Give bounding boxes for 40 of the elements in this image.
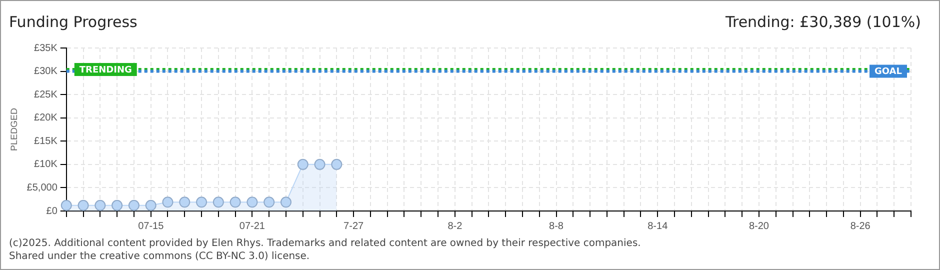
point [60,200,72,211]
x-tick-label: 07-21 [239,220,266,232]
y-tick-label: £30K [34,66,58,78]
point [145,200,156,211]
y-tick-label: £10K [34,159,58,170]
point [212,196,224,208]
point [297,158,308,170]
x-tick-label: 8-26 [850,220,871,232]
point [179,196,190,208]
text: (c)2025. Additional content provided by Elen Rhys. Trademarks and related content are owned by their respective companies. [9,237,641,250]
chart-title: Funding Progress [9,13,138,31]
text: Shared under the creative commons (CC BY-NC 3.0) license. [9,250,311,263]
y-tick-label: £5,000 [26,182,58,194]
point [280,196,292,208]
point [94,200,106,211]
ref-line-label: TRENDING [79,65,132,76]
point [162,196,174,208]
x-tick-label: 8-8 [549,220,564,232]
y-tick-label: £20K [34,112,58,124]
x-tick-label: 8-2 [448,220,463,232]
y-tick-label: £35K [34,42,58,54]
y-tick-label: £25K [34,89,58,100]
point [78,200,89,211]
x-tick-label: 7-27 [344,220,364,232]
point [196,196,208,208]
chart-subtitle: Trending: £30,389 (101%) [726,13,921,31]
point [230,196,241,208]
x-tick-label: 8-14 [648,220,668,232]
y-axis-title: PLEDGED [8,107,19,152]
ref-line-label: GOAL [874,67,902,78]
point [112,200,123,211]
point [246,196,258,208]
x-tick-label: 8-20 [748,220,770,232]
point [331,158,342,170]
y-tick-label: £0 [46,206,58,217]
point [314,158,326,170]
x-tick-label: 07-15 [138,220,164,232]
y-tick-label: £15K [34,136,58,147]
point [128,200,140,211]
point [264,196,275,208]
